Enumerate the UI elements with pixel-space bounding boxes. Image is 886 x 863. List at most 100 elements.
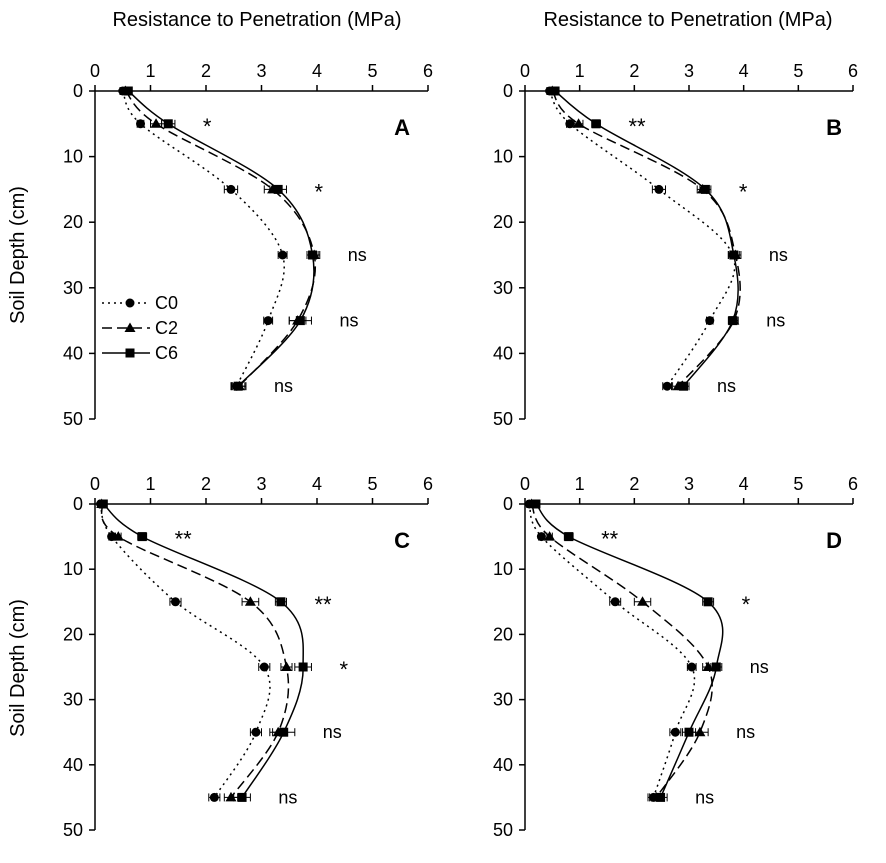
panel-d-c0-point-2 — [610, 597, 620, 607]
panel-a-significance-4: ns — [339, 311, 358, 331]
legend-marker-c0 — [125, 298, 135, 308]
panel-d-c0-point-1 — [536, 532, 546, 542]
panel-c-x-tick-label-0: 0 — [90, 474, 100, 494]
panel-a-c6-point-0 — [123, 86, 133, 96]
panel-d-c6-point-0 — [531, 499, 541, 509]
panel-a-y-tick-label-5: 50 — [63, 409, 83, 429]
panel-b-y-tick-label-1: 10 — [493, 147, 513, 167]
panel-a-c6-point-2 — [273, 184, 283, 194]
panel-d-y-tick-label-2: 20 — [493, 624, 513, 644]
panel-c-y-tick-label-3: 30 — [63, 690, 83, 710]
panel-a-y-tick-label-4: 40 — [63, 343, 83, 363]
panel-c-c6-point-2 — [276, 597, 286, 607]
panel-a-line-c2 — [124, 90, 316, 387]
y-axis-title-0: Soil Depth (cm) — [7, 186, 29, 324]
panel-c-significance-1: ** — [175, 527, 193, 552]
panel-d-c6-point-4 — [684, 727, 694, 737]
panel-b-significance-3: ns — [769, 245, 788, 265]
panel-a-y-tick-label-0: 0 — [73, 81, 83, 101]
panel-c-line-c6 — [102, 503, 304, 798]
panel-b-c6-point-1 — [591, 119, 601, 129]
panel-b-y-tick-label-5: 50 — [493, 409, 513, 429]
panel-b-c6-point-0 — [550, 86, 560, 96]
panel-b-x-tick-label-2: 2 — [629, 61, 639, 81]
panel-b-c2-point-1 — [573, 118, 585, 128]
panel-a-x-tick-label-2: 2 — [201, 61, 211, 81]
panel-d-c2-point-2 — [637, 596, 649, 606]
panel-b-significance-2: * — [739, 179, 748, 204]
panel-d-x-tick-label-2: 2 — [629, 474, 639, 494]
panel-b-y-tick-label-4: 40 — [493, 343, 513, 363]
panel-c-significance-3: * — [339, 657, 348, 682]
panel-b-c6-point-2 — [700, 184, 710, 194]
panel-a-x-tick-label-0: 0 — [90, 61, 100, 81]
panel-c-x-tick-label-1: 1 — [145, 474, 155, 494]
panel-d-y-tick-label-3: 30 — [493, 690, 513, 710]
panel-a-c6-point-5 — [233, 381, 243, 391]
panel-a-x-tick-label-3: 3 — [256, 61, 266, 81]
panel-d-x-tick-label-6: 6 — [848, 474, 858, 494]
panel-a-c2-point-1 — [150, 118, 162, 128]
panel-c-line-c2 — [100, 503, 290, 798]
panel-a-significance-2: * — [314, 179, 323, 204]
panel-b-significance-5: ns — [717, 376, 736, 396]
x-axis-title-left: Resistance to Penetration (MPa) — [112, 9, 401, 31]
panel-a-c6-point-3 — [308, 250, 318, 260]
panel-b-y-tick-label-3: 30 — [493, 278, 513, 298]
panel-c-y-tick-label-5: 50 — [63, 820, 83, 840]
panel-c-x-tick-label-4: 4 — [312, 474, 322, 494]
panel-b-c0-point-1 — [565, 119, 575, 129]
panel-c-significance-2: ** — [314, 592, 332, 617]
panel-d-significance-1: ** — [601, 527, 619, 552]
panel-d-x-tick-label-5: 5 — [793, 474, 803, 494]
panel-d-c0-point-3 — [687, 662, 697, 672]
panel-a-y-tick-label-2: 20 — [63, 212, 83, 232]
panel-d-y-tick-label-5: 50 — [493, 820, 513, 840]
panel-b-x-tick-label-4: 4 — [739, 61, 749, 81]
panel-a-significance-1: * — [203, 114, 212, 139]
panel-d-x-tick-label-3: 3 — [684, 474, 694, 494]
panel-d-c0-point-4 — [670, 727, 680, 737]
panel-a-y-tick-label-3: 30 — [63, 278, 83, 298]
panel-c-x-tick-label-6: 6 — [423, 474, 433, 494]
panel-c-c6-point-5 — [237, 792, 247, 802]
panel-a-c0-point-2 — [226, 184, 236, 194]
legend-label-c0: C0 — [155, 293, 178, 313]
panel-d-x-tick-label-0: 0 — [520, 474, 530, 494]
panel-b-significance-4: ns — [766, 311, 785, 331]
panel-c-x-tick-label-2: 2 — [201, 474, 211, 494]
panel-a-x-tick-label-1: 1 — [145, 61, 155, 81]
panel-d-significance-2: * — [742, 592, 751, 617]
panel-a-significance-5: ns — [274, 376, 293, 396]
panel-d-c2-point-1 — [544, 531, 556, 541]
panel-c-c6-point-1 — [137, 532, 147, 542]
panel-c-x-tick-label-3: 3 — [256, 474, 266, 494]
panel-d-significance-5: ns — [695, 787, 714, 807]
panel-d-c6-point-5 — [656, 792, 666, 802]
x-axis-title-right: Resistance to Penetration (MPa) — [543, 9, 832, 31]
panel-a-line-c6 — [127, 90, 315, 387]
panel-b-x-tick-label-5: 5 — [793, 61, 803, 81]
panel-c-c2-point-1 — [112, 531, 124, 541]
panel-b-c0-point-2 — [654, 184, 664, 194]
panel-b-x-tick-label-3: 3 — [684, 61, 694, 81]
panel-d-label: D — [826, 528, 842, 553]
panel-b-c6-point-5 — [679, 381, 689, 391]
panel-c-y-tick-label-4: 40 — [63, 755, 83, 775]
panel-b-c6-point-3 — [729, 250, 739, 260]
panel-b-significance-1: ** — [628, 114, 646, 139]
panel-b-y-tick-label-2: 20 — [493, 212, 513, 232]
panel-b-c0-point-5 — [662, 381, 672, 391]
panel-c-y-tick-label-1: 10 — [63, 559, 83, 579]
panel-d-c2-point-4 — [694, 726, 706, 737]
panel-c-c0-point-4 — [251, 727, 261, 737]
panel-c-c0-point-3 — [259, 662, 269, 672]
panel-c-y-tick-label-0: 0 — [73, 494, 83, 514]
panel-c-significance-4: ns — [323, 722, 342, 742]
panel-a-x-tick-label-6: 6 — [423, 61, 433, 81]
panel-b-x-tick-label-6: 6 — [848, 61, 858, 81]
panel-d-line-c2 — [530, 503, 713, 798]
panel-b-x-tick-label-1: 1 — [575, 61, 585, 81]
panel-c-significance-5: ns — [278, 787, 297, 807]
panel-d-x-tick-label-1: 1 — [575, 474, 585, 494]
